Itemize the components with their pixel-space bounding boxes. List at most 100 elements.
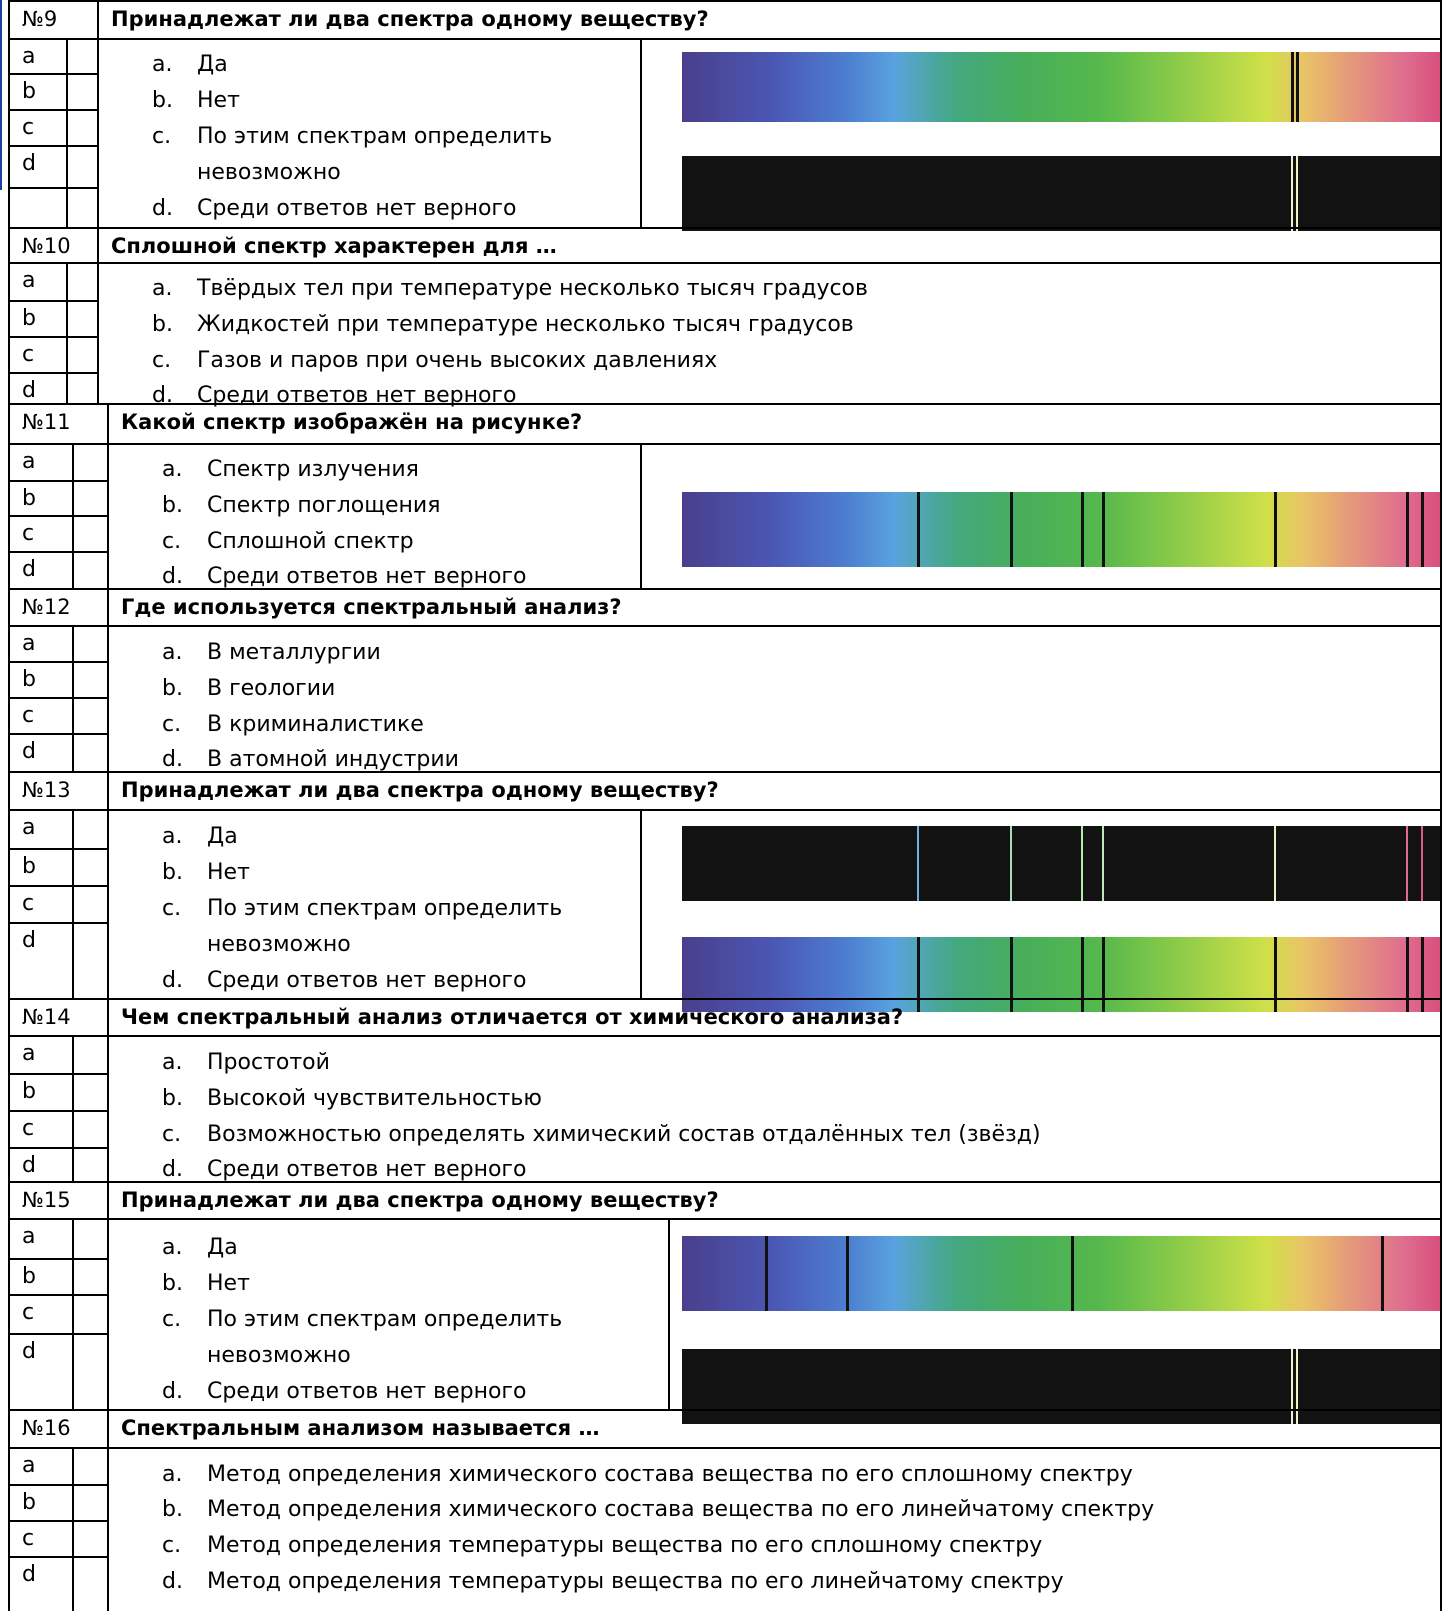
option-marker: a. bbox=[162, 824, 183, 849]
answer-checkbox[interactable] bbox=[74, 1220, 107, 1258]
answer-checkbox[interactable] bbox=[74, 445, 107, 480]
question-top-border bbox=[8, 998, 1440, 1000]
answer-checkbox[interactable] bbox=[74, 627, 107, 661]
answer-checkbox[interactable] bbox=[74, 517, 107, 551]
question-number: №14 bbox=[22, 1005, 71, 1029]
answer-checkbox[interactable] bbox=[74, 1296, 107, 1333]
question-text: Где используется спектральный анализ? bbox=[121, 595, 622, 619]
answer-checkbox[interactable] bbox=[74, 850, 107, 885]
answer-checkbox[interactable] bbox=[74, 482, 107, 515]
table-left-border bbox=[8, 227, 10, 405]
answer-box-divider bbox=[72, 809, 74, 1000]
option-text: Да bbox=[197, 52, 228, 77]
question-text: Спектральным анализом называется … bbox=[121, 1416, 600, 1440]
answer-checkbox[interactable] bbox=[68, 40, 97, 73]
table-left-border bbox=[8, 1409, 10, 1611]
answer-box-letter: b bbox=[22, 79, 36, 104]
answer-row-border bbox=[8, 1484, 107, 1486]
answer-box-letter: a bbox=[22, 1041, 36, 1066]
answer-checkbox[interactable] bbox=[68, 374, 97, 403]
answer-checkbox[interactable] bbox=[68, 75, 97, 109]
answer-box-letter: c bbox=[22, 1526, 35, 1551]
answer-checkbox[interactable] bbox=[74, 1558, 107, 1609]
answer-box-letter: d bbox=[22, 557, 36, 582]
answer-checkbox[interactable] bbox=[74, 1075, 107, 1110]
table-left-border bbox=[8, 0, 10, 229]
answer-checkbox[interactable] bbox=[74, 1449, 107, 1484]
absorption-line bbox=[1421, 492, 1424, 567]
absorption-spectrum-image bbox=[682, 492, 1440, 567]
answer-box-letter: d bbox=[22, 378, 36, 403]
answer-checkbox[interactable] bbox=[74, 1335, 107, 1409]
absorption-line bbox=[1421, 937, 1424, 1012]
answer-checkbox[interactable] bbox=[74, 887, 107, 922]
answer-box-letter: a bbox=[22, 449, 36, 474]
table-right-border bbox=[1440, 0, 1442, 229]
option-marker: c. bbox=[162, 712, 182, 737]
question-number: №10 bbox=[22, 234, 71, 258]
emission-line bbox=[1081, 826, 1083, 901]
option-text: Метод определения химического состава ве… bbox=[207, 1497, 1155, 1522]
option-marker: b. bbox=[162, 676, 183, 701]
question-text: Принадлежат ли два спектра одному вещест… bbox=[111, 7, 709, 31]
answer-checkbox[interactable] bbox=[74, 1486, 107, 1520]
option-text: Нет bbox=[207, 1271, 250, 1296]
option-text: Сплошной спектр bbox=[207, 529, 414, 554]
answer-checkbox[interactable] bbox=[68, 264, 97, 300]
option-marker: c. bbox=[162, 896, 182, 921]
continuous-spectrum-image bbox=[682, 52, 1440, 122]
answer-checkbox[interactable] bbox=[74, 663, 107, 697]
answer-checkbox[interactable] bbox=[68, 338, 97, 372]
absorption-line bbox=[1071, 1236, 1074, 1311]
answer-box-letter: c bbox=[22, 703, 35, 728]
option-marker: a. bbox=[162, 1050, 183, 1075]
table-left-border bbox=[8, 998, 10, 1183]
answer-checkbox[interactable] bbox=[68, 147, 97, 187]
page-edge-mark bbox=[0, 0, 2, 190]
absorption-line bbox=[1010, 937, 1013, 1012]
answer-row-border bbox=[8, 1333, 107, 1335]
option-marker: d. bbox=[162, 1157, 183, 1182]
emission-spectrum-image bbox=[682, 1349, 1440, 1424]
number-column-divider bbox=[107, 588, 109, 773]
question-header-border bbox=[8, 625, 1440, 627]
answer-box-letter: d bbox=[22, 928, 36, 953]
answer-row-border bbox=[8, 697, 107, 699]
answer-checkbox[interactable] bbox=[74, 553, 107, 588]
answer-checkbox[interactable] bbox=[74, 735, 107, 771]
answer-box-letter: c bbox=[22, 891, 35, 916]
answer-checkbox[interactable] bbox=[74, 1037, 107, 1073]
absorption-line bbox=[1406, 492, 1409, 567]
table-right-border bbox=[1440, 403, 1442, 590]
answer-row-border bbox=[8, 515, 107, 517]
question-text: Принадлежат ли два спектра одному вещест… bbox=[121, 1188, 719, 1212]
answer-checkbox[interactable] bbox=[74, 1112, 107, 1147]
option-marker: c. bbox=[162, 1122, 182, 1147]
answer-checkbox[interactable] bbox=[74, 1260, 107, 1294]
absorption-line bbox=[846, 1236, 849, 1311]
answer-checkbox[interactable] bbox=[74, 811, 107, 848]
answer-checkbox[interactable] bbox=[74, 1522, 107, 1556]
answer-checkbox[interactable] bbox=[74, 699, 107, 733]
answer-row-border bbox=[8, 372, 97, 374]
answer-checkbox[interactable] bbox=[74, 1149, 107, 1181]
option-marker: d. bbox=[162, 564, 183, 589]
answer-checkbox[interactable] bbox=[68, 111, 97, 145]
answer-box-letter: c bbox=[22, 115, 35, 140]
answer-checkbox[interactable] bbox=[74, 924, 107, 998]
absorption-line bbox=[1296, 52, 1299, 122]
question-top-border bbox=[8, 227, 1440, 229]
table-right-border bbox=[1440, 227, 1442, 405]
option-text-continued: невозможно bbox=[207, 1343, 351, 1368]
absorption-line bbox=[1381, 1236, 1384, 1311]
question-header-border bbox=[8, 809, 1440, 811]
question-top-border bbox=[8, 771, 1440, 773]
answer-box-letter: d bbox=[22, 151, 36, 176]
answer-box-letter: a bbox=[22, 1224, 36, 1249]
answer-box-letter: c bbox=[22, 521, 35, 546]
answer-box-letter: b bbox=[22, 1264, 36, 1289]
question-text: Принадлежат ли два спектра одному вещест… bbox=[121, 778, 719, 802]
answer-checkbox[interactable] bbox=[68, 302, 97, 336]
table-right-border bbox=[1440, 1181, 1442, 1411]
option-text: Простотой bbox=[207, 1050, 330, 1075]
